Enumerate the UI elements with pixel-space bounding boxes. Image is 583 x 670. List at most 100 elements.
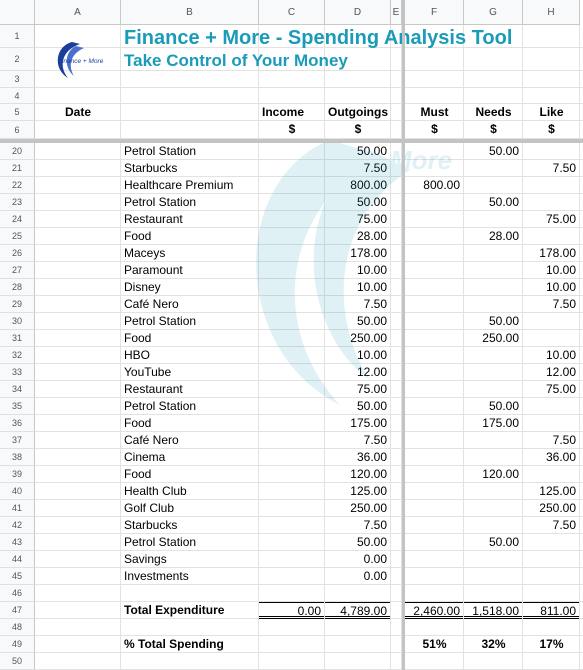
- column-header-b[interactable]: B: [121, 0, 259, 25]
- cell-like[interactable]: 178.00: [539, 246, 576, 260]
- cell-description[interactable]: Food: [124, 229, 152, 243]
- cell-must[interactable]: [405, 330, 464, 347]
- cell-like[interactable]: 7.50: [552, 161, 576, 175]
- cell-must[interactable]: [405, 143, 464, 160]
- cell-description[interactable]: Food: [124, 416, 152, 430]
- cell-must[interactable]: [405, 449, 464, 466]
- cell-like[interactable]: 7.50: [552, 297, 576, 311]
- cell-description[interactable]: Food: [124, 331, 152, 345]
- cell-must[interactable]: [405, 313, 464, 330]
- cell-must[interactable]: [405, 500, 464, 517]
- cell-needs[interactable]: [464, 211, 523, 228]
- cell-description[interactable]: Petrol Station: [124, 144, 197, 158]
- cell-like[interactable]: 12.00: [545, 365, 576, 379]
- row-header[interactable]: 49: [0, 636, 35, 653]
- row-header[interactable]: 37: [0, 432, 35, 449]
- cell-needs[interactable]: 50.00: [488, 195, 519, 209]
- cell-like[interactable]: 10.00: [545, 263, 576, 277]
- cell-outgoings[interactable]: 50.00: [356, 535, 387, 549]
- cell-needs[interactable]: 250.00: [482, 331, 519, 345]
- cell-must[interactable]: 800.00: [423, 178, 460, 192]
- row-header[interactable]: 26: [0, 245, 35, 262]
- cell-outgoings[interactable]: 50.00: [356, 195, 387, 209]
- cell-like[interactable]: 250.00: [539, 501, 576, 515]
- row-header[interactable]: 20: [0, 143, 35, 160]
- column-header-e[interactable]: E: [391, 0, 402, 25]
- column-header-d[interactable]: D: [325, 0, 391, 25]
- cell-description[interactable]: YouTube: [124, 365, 172, 379]
- cell-needs[interactable]: [464, 381, 523, 398]
- cell-needs[interactable]: [464, 262, 523, 279]
- percent-needs[interactable]: 32%: [481, 637, 506, 651]
- row-header[interactable]: 24: [0, 211, 35, 228]
- cell-description[interactable]: Maceys: [124, 246, 166, 260]
- cell-needs[interactable]: 50.00: [488, 314, 519, 328]
- cell-like[interactable]: [523, 534, 580, 551]
- row-header[interactable]: 40: [0, 483, 35, 500]
- cell-like[interactable]: 10.00: [545, 280, 576, 294]
- cell-like[interactable]: [523, 194, 580, 211]
- cell-like[interactable]: 125.00: [539, 484, 576, 498]
- cell-outgoings[interactable]: 7.50: [363, 297, 387, 311]
- cell-needs[interactable]: [464, 432, 523, 449]
- cell-must[interactable]: [405, 381, 464, 398]
- cell-must[interactable]: [405, 483, 464, 500]
- frozen-row-divider[interactable]: [0, 139, 583, 143]
- cell-outgoings[interactable]: 75.00: [356, 212, 387, 226]
- cell-description[interactable]: Investments: [124, 569, 189, 583]
- row-header[interactable]: 46: [0, 585, 35, 602]
- column-header-a[interactable]: A: [35, 0, 121, 25]
- cell-must[interactable]: [405, 364, 464, 381]
- row-header[interactable]: 4: [0, 88, 35, 104]
- row-header[interactable]: 44: [0, 551, 35, 568]
- cell-like[interactable]: [523, 551, 580, 568]
- cell-outgoings[interactable]: 10.00: [356, 280, 387, 294]
- currency-must[interactable]: $: [431, 122, 438, 136]
- cell-outgoings[interactable]: 7.50: [363, 433, 387, 447]
- row-header[interactable]: 21: [0, 160, 35, 177]
- cell-like[interactable]: [523, 415, 580, 432]
- cell-outgoings[interactable]: 36.00: [356, 450, 387, 464]
- cell-must[interactable]: [405, 568, 464, 585]
- cell-must[interactable]: [405, 398, 464, 415]
- cell-must[interactable]: [405, 534, 464, 551]
- cell-like[interactable]: 75.00: [545, 382, 576, 396]
- cell-outgoings[interactable]: 7.50: [363, 161, 387, 175]
- cell-description[interactable]: Café Nero: [124, 433, 179, 447]
- cell-must[interactable]: [405, 211, 464, 228]
- cell-description[interactable]: HBO: [124, 348, 151, 362]
- cell-must[interactable]: [405, 262, 464, 279]
- col-label-outgoings[interactable]: Outgoings: [328, 105, 388, 119]
- row-header[interactable]: 23: [0, 194, 35, 211]
- total-income[interactable]: 0.00: [259, 602, 325, 619]
- row-header[interactable]: 2: [0, 48, 35, 71]
- cell-must[interactable]: [405, 296, 464, 313]
- cell-like[interactable]: [523, 398, 580, 415]
- cell-needs[interactable]: [464, 483, 523, 500]
- cell-needs[interactable]: [464, 160, 523, 177]
- row-header[interactable]: 41: [0, 500, 35, 517]
- cell-needs[interactable]: [464, 296, 523, 313]
- percent-like[interactable]: 17%: [539, 637, 564, 651]
- cell-outgoings[interactable]: 125.00: [350, 484, 387, 498]
- row-header[interactable]: 39: [0, 466, 35, 483]
- row-header[interactable]: 29: [0, 296, 35, 313]
- row-header[interactable]: 33: [0, 364, 35, 381]
- cell-description[interactable]: Cinema: [124, 450, 166, 464]
- total-must[interactable]: 2,460.00: [405, 602, 464, 619]
- cell-needs[interactable]: 50.00: [488, 144, 519, 158]
- cell-must[interactable]: [405, 347, 464, 364]
- cell-needs[interactable]: 50.00: [488, 535, 519, 549]
- cell-outgoings[interactable]: 10.00: [356, 348, 387, 362]
- cell-outgoings[interactable]: 75.00: [356, 382, 387, 396]
- cell-needs[interactable]: [464, 500, 523, 517]
- col-label-needs[interactable]: Needs: [475, 105, 512, 119]
- cell-needs[interactable]: [464, 347, 523, 364]
- cell-outgoings[interactable]: 178.00: [350, 246, 387, 260]
- cell-description[interactable]: Café Nero: [124, 297, 179, 311]
- cell-must[interactable]: [405, 466, 464, 483]
- cell-like[interactable]: [523, 330, 580, 347]
- cell-needs[interactable]: [464, 517, 523, 534]
- cell-must[interactable]: [405, 245, 464, 262]
